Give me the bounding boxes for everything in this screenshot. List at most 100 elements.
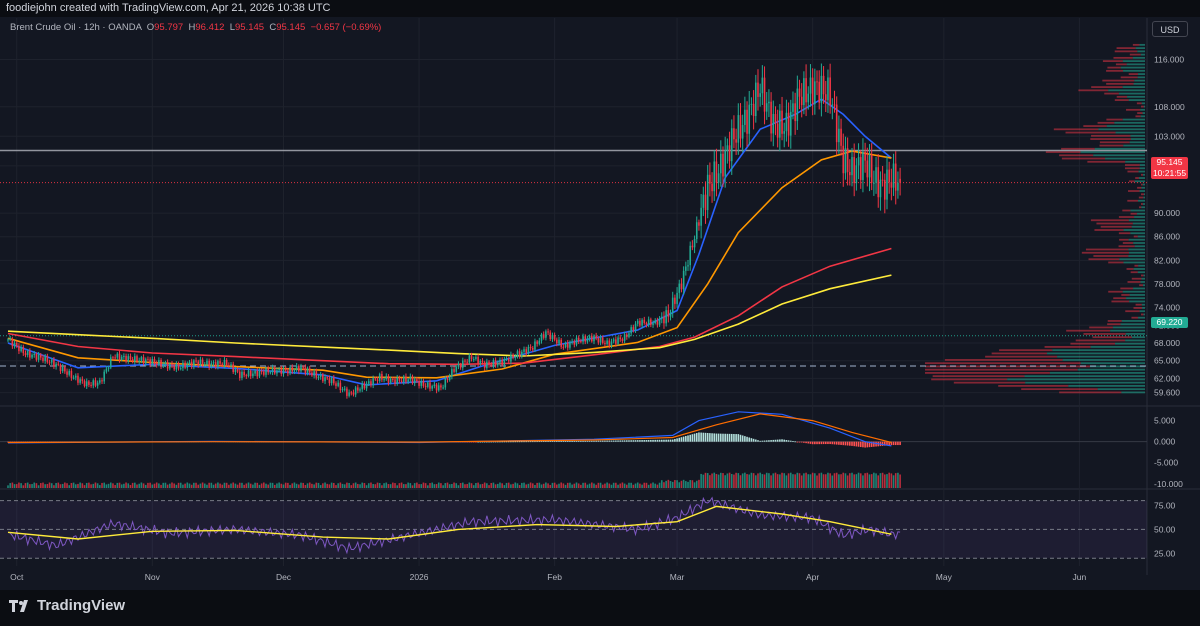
volume-profile-bar (1129, 300, 1145, 303)
candle (184, 362, 186, 368)
candle (278, 368, 280, 371)
volume-bar (523, 482, 525, 488)
candle (713, 161, 716, 192)
candle (857, 157, 860, 166)
volume-profile-bar (1115, 63, 1127, 66)
tradingview-logo[interactable]: TradingView (9, 597, 125, 614)
candle (90, 384, 92, 386)
volume-bar (225, 482, 228, 488)
volume-bar (663, 482, 665, 488)
volume-bar (79, 482, 81, 488)
macd-histogram-bar (685, 436, 687, 442)
candle (862, 151, 864, 180)
candle (15, 342, 18, 346)
macd-histogram-bar (892, 441, 895, 446)
chart-frame[interactable] (0, 17, 1200, 590)
macd-tick-label: -10.000 (1154, 479, 1183, 489)
volume-bar (214, 483, 217, 488)
macd-histogram-bar (761, 440, 764, 442)
volume-bar (26, 482, 29, 488)
candle (720, 153, 722, 174)
volume-bar (326, 483, 329, 488)
macd-histogram-bar (759, 440, 761, 442)
macd-histogram-bar (842, 441, 845, 446)
volume-bar (776, 474, 779, 488)
candle (230, 364, 232, 366)
volume-bar (442, 485, 444, 488)
candle (757, 82, 759, 97)
macd-histogram-bar (787, 440, 790, 442)
symbol-name[interactable]: Brent Crude Oil · 12h · OANDA (10, 22, 142, 33)
macd-histogram-bar (660, 439, 663, 442)
macd-line (7, 411, 892, 447)
candle (709, 174, 711, 184)
volume-bar (85, 482, 88, 488)
price-tick-label: 90.000 (1154, 208, 1180, 218)
candle (302, 366, 304, 368)
volume-profile-bar (1138, 264, 1145, 267)
volume-bar (186, 482, 189, 488)
candle (759, 93, 761, 97)
candle (252, 373, 254, 377)
volume-bar (645, 482, 648, 488)
volume-bar (700, 473, 702, 488)
candle (733, 128, 735, 140)
volume-bar (437, 482, 440, 488)
volume-bar (676, 480, 678, 488)
currency-selector[interactable]: USD (1152, 21, 1188, 37)
volume-profile-bar (1061, 157, 1106, 160)
volume-bar (521, 482, 523, 488)
volume-bar (650, 483, 652, 488)
candle (247, 370, 250, 377)
volume-profile-bar (1106, 82, 1134, 85)
candle (127, 356, 130, 362)
volume-profile-bar (1111, 300, 1130, 303)
volume-profile-bar (1121, 391, 1145, 394)
volume-bar (899, 474, 901, 488)
macd-histogram-bar (687, 435, 689, 442)
macd-histogram-bar (538, 441, 541, 443)
volume-bar (877, 475, 880, 488)
volume-bar (383, 483, 385, 488)
candle (147, 359, 149, 361)
volume-bar (249, 483, 252, 488)
candle (706, 174, 709, 211)
volume-bar (232, 482, 235, 488)
candle (109, 357, 112, 368)
volume-bar (851, 472, 853, 488)
volume-bar (48, 482, 51, 488)
candle (92, 380, 95, 386)
candle (164, 362, 167, 365)
volume-bar (739, 475, 742, 488)
volume-profile-bar (1097, 121, 1115, 124)
volume-profile-bar (1093, 255, 1129, 257)
volume-profile-bar (1125, 339, 1145, 342)
volume-profile-bar (1049, 372, 1145, 374)
volume-bar (77, 483, 79, 488)
volume-bar (814, 473, 816, 488)
volume-bar (9, 483, 11, 488)
candle (169, 363, 171, 369)
candle (676, 292, 678, 304)
chart-canvas[interactable]: 116.000108.000103.00098.00090.00086.0008… (0, 0, 1200, 590)
candle (669, 312, 672, 317)
volume-profile-bar (1141, 186, 1145, 189)
candle (208, 360, 210, 368)
candle (781, 110, 783, 134)
volume-bar (339, 482, 342, 488)
candle (472, 359, 475, 361)
macd-histogram-bar (521, 441, 523, 443)
candle (282, 368, 285, 374)
volume-profile-bar (1116, 95, 1128, 98)
volume-bar (632, 484, 635, 488)
candle (610, 341, 613, 346)
volume-bar (857, 472, 860, 488)
macd-histogram-bar (783, 439, 786, 442)
macd-histogram-bar (859, 441, 862, 448)
volume-bar (796, 472, 799, 488)
candle (99, 380, 101, 383)
ma-line (7, 98, 892, 386)
volume-bar (748, 474, 751, 488)
candle (179, 368, 182, 370)
volume-bar (300, 482, 302, 488)
